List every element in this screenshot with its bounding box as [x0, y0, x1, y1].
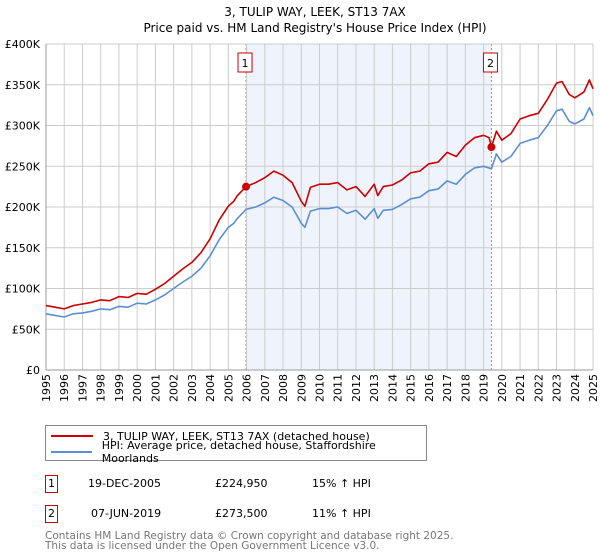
x-tick-label: 2011 [332, 374, 345, 402]
y-tick-label: £100K [5, 283, 41, 296]
sale-price: £224,950 [215, 477, 268, 490]
x-tick-label: 2017 [441, 374, 454, 402]
x-tick-label: 2019 [478, 374, 491, 402]
x-tick-label: 2014 [386, 374, 399, 402]
sale-hpi-diff: 11% ↑ HPI [312, 507, 371, 520]
sale-marker-badge: 2 [45, 505, 58, 523]
y-tick-label: £150K [5, 242, 41, 255]
sale-marker-badge: 1 [45, 475, 58, 493]
footer-copyright: Contains HM Land Registry data © Crown c… [45, 530, 454, 542]
x-tick-label: 2006 [241, 374, 254, 402]
legend-item-property: 3, TULIP WAY, LEEK, ST13 7AX (detached h… [51, 428, 370, 444]
x-tick-label: 2018 [459, 374, 472, 402]
y-tick-label: £350K [5, 79, 41, 92]
x-tick-label: 2003 [186, 374, 199, 402]
x-tick-label: 1999 [113, 374, 126, 402]
x-tick-label: 2022 [532, 374, 545, 402]
x-tick-label: 1997 [76, 374, 89, 402]
x-tick-label: 1996 [58, 374, 71, 402]
y-tick-label: £0 [26, 364, 40, 377]
sale-hpi-diff: 15% ↑ HPI [312, 477, 371, 490]
sale-date: 07-JUN-2019 [91, 507, 162, 520]
x-tick-label: 1995 [40, 374, 53, 402]
sale-label-box [237, 52, 253, 73]
y-tick-label: £200K [5, 201, 41, 214]
x-tick-label: 2024 [569, 374, 582, 402]
sale-label-box [482, 52, 498, 73]
y-tick-label: £300K [5, 120, 41, 133]
legend-label-hpi: HPI: Average price, detached house, Staf… [101, 439, 376, 465]
x-tick-label: 2004 [204, 374, 217, 402]
y-tick-label: £250K [5, 160, 41, 173]
sale-point [242, 182, 251, 191]
y-tick-label: £400K [5, 38, 41, 51]
x-tick-label: 2025 [587, 374, 600, 402]
chart-subtitle: Price paid vs. HM Land Registry's House … [143, 21, 486, 35]
x-tick-label: 2007 [259, 374, 272, 402]
x-tick-label: 2012 [350, 374, 363, 402]
x-tick-label: 2005 [222, 374, 235, 402]
hpi-line [45, 106, 594, 318]
x-tick-label: 2020 [496, 374, 509, 402]
sale-label: 1 [242, 57, 249, 70]
x-tick-label: 2002 [168, 374, 181, 402]
sale-row: 2 07-JUN-2019 £273,500 11% ↑ HPI [45, 505, 445, 525]
x-tick-label: 2010 [314, 374, 327, 402]
x-tick-label: 1998 [95, 374, 108, 402]
sale-point [487, 143, 496, 152]
price-chart: 3, TULIP WAY, LEEK, ST13 7AX Price paid … [5, 5, 600, 402]
x-tick-label: 2023 [551, 374, 564, 402]
sale-price: £273,500 [215, 507, 268, 520]
sale-date: 19-DEC-2005 [88, 477, 162, 490]
x-tick-label: 2021 [514, 374, 527, 402]
legend-swatch-red [51, 435, 93, 437]
x-tick-label: 2001 [149, 374, 162, 402]
x-tick-label: 2009 [295, 374, 308, 402]
footer-licence: This data is licensed under the Open Gov… [45, 540, 380, 552]
x-tick-label: 2015 [405, 374, 418, 402]
legend: 3, TULIP WAY, LEEK, ST13 7AX (detached h… [45, 425, 427, 465]
sale-row: 1 19-DEC-2005 £224,950 15% ↑ HPI [45, 475, 445, 495]
legend-item-hpi: HPI: Average price, detached house, Staf… [51, 439, 426, 465]
chart-title: 3, TULIP WAY, LEEK, ST13 7AX [224, 5, 406, 19]
x-tick-label: 2008 [277, 374, 290, 402]
y-tick-label: £50K [12, 323, 41, 336]
x-tick-label: 2000 [131, 374, 144, 402]
x-tick-label: 2013 [368, 374, 381, 402]
sale-label: 2 [487, 57, 494, 70]
legend-label-property: 3, TULIP WAY, LEEK, ST13 7AX (detached h… [103, 429, 370, 443]
x-tick-label: 2016 [423, 374, 436, 402]
property-price-line [45, 79, 594, 310]
legend-swatch-blue [51, 451, 92, 453]
